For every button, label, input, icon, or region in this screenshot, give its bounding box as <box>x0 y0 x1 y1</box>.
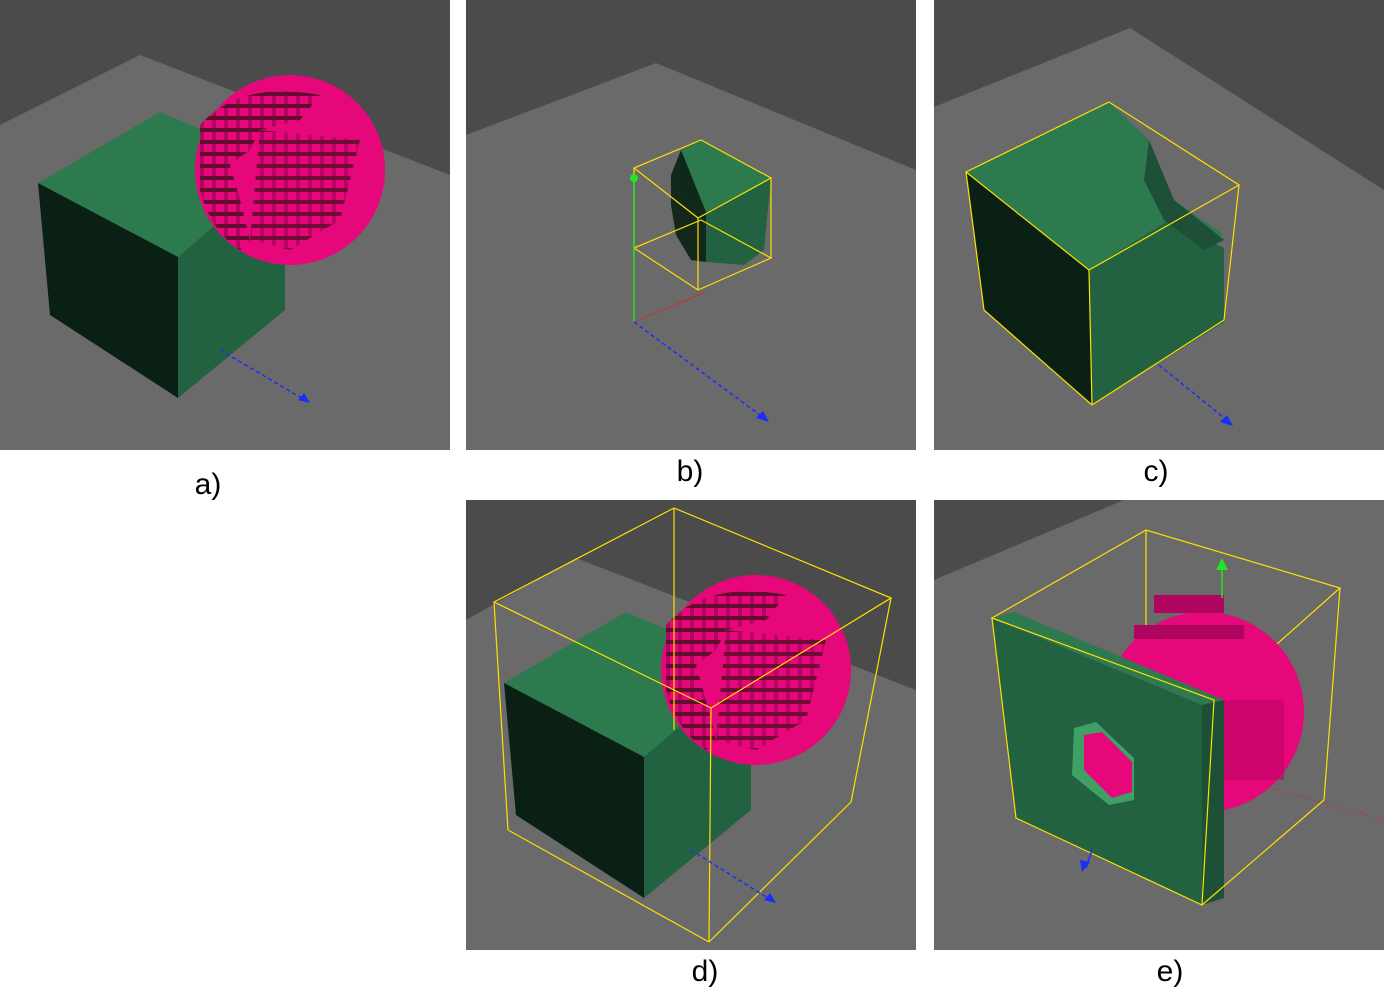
voxel-cube-cut <box>966 102 1224 405</box>
voxel-sphere <box>661 575 851 765</box>
caption-a: a) <box>194 468 222 501</box>
axis-green-handle-icon <box>630 174 638 182</box>
bounding-box <box>492 507 893 943</box>
caption-c: c) <box>1143 455 1169 488</box>
axis-blue-line <box>690 849 772 901</box>
axis-arrow-icon <box>1220 415 1233 426</box>
viewport-panel-b <box>466 0 916 450</box>
axis-arrow-icon <box>756 411 769 422</box>
axis-blue-line <box>1158 364 1230 423</box>
axis-arrow-icon <box>764 893 776 903</box>
voxel-cube-fragment <box>671 140 771 265</box>
axis-line <box>219 349 306 401</box>
caption-b: b) <box>676 455 704 488</box>
axis-green-arrow-icon <box>1216 558 1228 570</box>
bounding-box-front <box>991 617 1325 906</box>
caption-e: e) <box>1156 955 1184 988</box>
voxel-sphere <box>195 75 385 265</box>
bounding-box <box>964 101 1241 406</box>
viewport-panel-d <box>466 500 916 950</box>
viewport-panel-c <box>934 0 1384 450</box>
axis-arrow-icon <box>1080 860 1090 872</box>
cube-front-face <box>504 683 644 898</box>
viewport-panel-e <box>934 500 1384 950</box>
viewport-panel-a <box>0 0 450 450</box>
cube-front-face <box>38 183 178 398</box>
caption-d: d) <box>691 955 719 988</box>
axis-red-line <box>633 291 707 323</box>
axis-arrow-icon <box>298 393 310 403</box>
axis-blue-line <box>633 321 765 419</box>
